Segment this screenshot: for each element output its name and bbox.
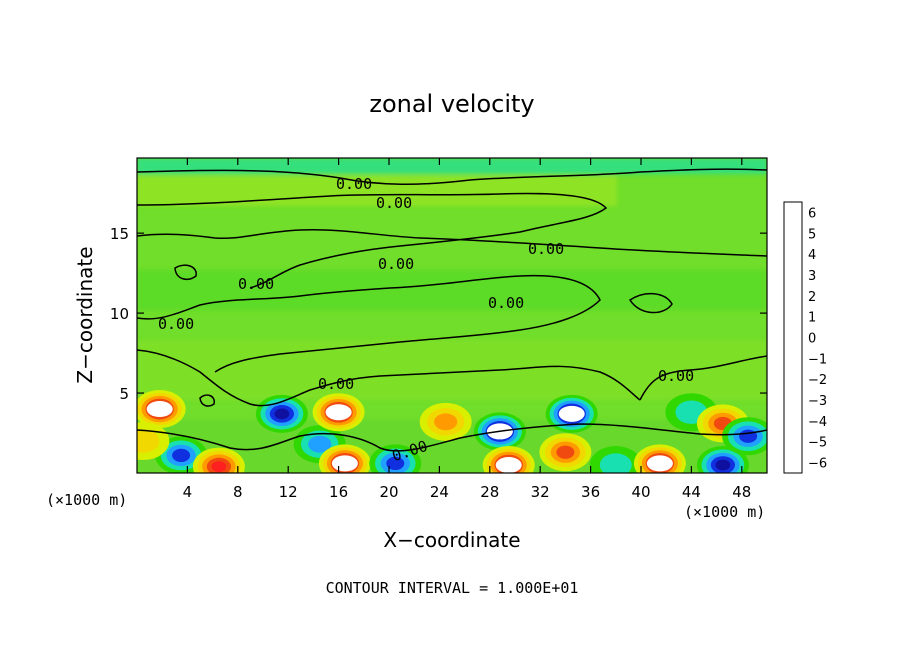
colorbar-tick-label: −4 xyxy=(808,415,827,430)
plot-frame xyxy=(136,157,768,474)
anomaly-blob-1 xyxy=(137,390,186,429)
blob-core xyxy=(495,457,522,473)
colorbar-tick-label: −5 xyxy=(808,436,827,451)
contour-line-5 xyxy=(137,349,641,407)
contour-line-1 xyxy=(137,168,767,185)
blob-core xyxy=(331,455,358,472)
x-tick-label: 8 xyxy=(233,483,243,501)
y-axis: 5 10 15 xyxy=(110,225,767,403)
chart-title: zonal velocity xyxy=(369,90,534,118)
y-tick-label: 5 xyxy=(119,385,129,403)
band-upper xyxy=(137,176,617,206)
colorbar-tick-label: −3 xyxy=(808,394,827,409)
contour-loop-1 xyxy=(628,292,673,314)
x-unit-right: (×1000 m) xyxy=(684,503,765,521)
contour-line-6 xyxy=(639,355,767,401)
x-axis: 4 8 12 16 20 24 28 32 36 40 44 48 xyxy=(183,158,751,501)
contour-label-4: 0.00 xyxy=(378,255,414,273)
colorbar-tick-label: −1 xyxy=(808,352,827,367)
colorbar-tick-label: 0 xyxy=(808,332,816,347)
x-tick-label: 16 xyxy=(329,483,348,501)
blob-ring xyxy=(211,461,227,473)
blob-ring xyxy=(715,459,731,471)
band-top xyxy=(137,158,767,174)
x-tick-label: 24 xyxy=(430,483,449,501)
colorbar-tick-label: −2 xyxy=(808,373,827,388)
zero-contours xyxy=(137,168,767,452)
anomaly-blob-3 xyxy=(192,447,245,473)
x-unit-left: (×1000 m) xyxy=(46,491,127,509)
colorbar-tick-label: 3 xyxy=(808,269,816,284)
x-tick-label: 36 xyxy=(581,483,600,501)
blob-core xyxy=(146,401,173,418)
x-tick-label: 28 xyxy=(480,483,499,501)
x-tick-label: 4 xyxy=(183,483,193,501)
contour-label-1: 0.00 xyxy=(336,175,372,193)
x-tick-label: 40 xyxy=(631,483,650,501)
contour-loop-3 xyxy=(199,394,216,407)
anomaly-blob-20 xyxy=(137,422,170,461)
contour-line-3 xyxy=(137,228,767,257)
x-tick-label: 32 xyxy=(531,483,550,501)
anomaly-blob-19 xyxy=(722,417,767,456)
contour-label-3: 0.00 xyxy=(528,240,564,258)
x-axis-label: X−coordinate xyxy=(383,528,520,552)
blob-core xyxy=(646,455,673,472)
contour-label-8: 0.00 xyxy=(658,367,694,385)
band-mid xyxy=(137,270,767,310)
x-tick-label: 44 xyxy=(682,483,701,501)
blob-ring xyxy=(434,413,458,431)
anomaly-blob-11 xyxy=(482,446,535,473)
blob-ring xyxy=(172,448,191,463)
colorbar-tick-label: 6 xyxy=(808,206,816,221)
blob-ring xyxy=(599,453,632,473)
contour-loop-2 xyxy=(174,264,197,281)
anomaly-blob-15 xyxy=(633,444,686,473)
anomaly-blob-7 xyxy=(318,444,371,473)
colorbar: 6 5 4 3 2 1 0 −1 −2 −3 −4 −5 −6 xyxy=(783,201,827,474)
anomaly-blob-6 xyxy=(312,393,365,432)
blob-ring xyxy=(274,408,290,420)
colorbar-tick-label: 2 xyxy=(808,290,816,305)
contour-label-9: 0.00 xyxy=(318,375,354,393)
colorbar-tick-label: 4 xyxy=(808,248,816,263)
contour-label-7: 0.00 xyxy=(158,315,194,333)
anomaly-blob-8 xyxy=(369,444,422,473)
blob-core xyxy=(325,404,352,421)
blob-ring xyxy=(556,445,575,459)
colorbar-tick-label: −6 xyxy=(808,457,827,472)
y-axis-label: Z−coordinate xyxy=(73,246,97,383)
contour-line-4 xyxy=(137,274,601,373)
anomaly-blob-18 xyxy=(696,446,749,473)
contour-line-2 xyxy=(137,192,608,289)
contour-label-5: 0.00 xyxy=(238,275,274,293)
blob-ring xyxy=(739,429,758,443)
blob-core xyxy=(558,405,585,422)
blob-ring xyxy=(308,435,332,453)
anomaly-blob-4 xyxy=(255,394,308,433)
colorbar-tick-label: 5 xyxy=(808,227,816,242)
blob-ring xyxy=(137,429,160,453)
contour-line-7 xyxy=(137,423,767,452)
colorbar-tick-label: 1 xyxy=(808,311,816,326)
anomaly-blob-14 xyxy=(589,446,642,473)
contour-label-2: 0.00 xyxy=(376,194,412,212)
anomaly-blob-13 xyxy=(539,433,592,472)
band-low xyxy=(137,340,767,400)
contour-interval-note: CONTOUR INTERVAL = 1.000E+01 xyxy=(326,579,579,597)
y-tick-label: 15 xyxy=(110,225,129,243)
anomaly-blob-9 xyxy=(419,402,472,441)
y-tick-label: 10 xyxy=(110,305,129,323)
contour-label-6: 0.00 xyxy=(488,294,524,312)
x-tick-label: 12 xyxy=(279,483,298,501)
plot-area: 0.00 0.00 0.00 0.00 0.00 0.00 0.00 0.00 … xyxy=(136,157,768,474)
colorbar-frame xyxy=(783,201,803,474)
blob-ring xyxy=(386,456,405,471)
anomaly-blobs xyxy=(137,390,767,473)
anomaly-blob-12 xyxy=(545,394,598,433)
x-tick-label: 20 xyxy=(379,483,398,501)
x-tick-label: 48 xyxy=(732,483,751,501)
